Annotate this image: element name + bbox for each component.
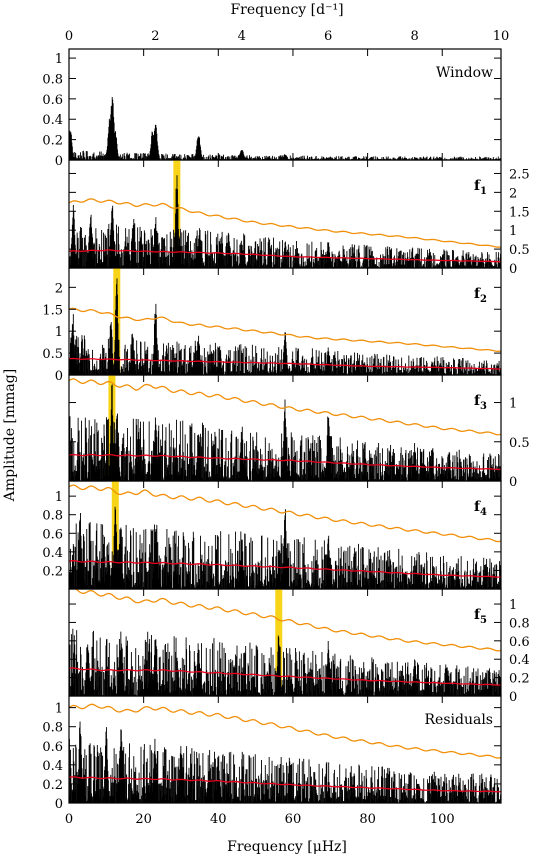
- panel-label-f3: f3: [474, 393, 487, 412]
- panel-f3: 0 0.5 1 f3: [68, 374, 530, 490]
- y-tick-label: 0.5: [42, 347, 63, 362]
- bottom-x-tick-label: 60: [285, 812, 302, 827]
- bottom-x-tick-label: 40: [210, 812, 227, 827]
- panel-label-window: Window: [436, 65, 493, 81]
- spectrum-f4: [69, 506, 501, 589]
- panels-group: 0 0.2 0.4 0.6 0.8 1 Window 0 0.5 1 1.5 2 2.5 f1 0 0.5 1 1…: [42, 29, 529, 827]
- noise-line-f1: [69, 249, 501, 263]
- y-tick-label: 0.2: [42, 134, 63, 149]
- panel-label-subscript: 5: [480, 615, 487, 626]
- noise-line-residuals: [69, 776, 501, 793]
- spectrum-f5: [69, 628, 501, 696]
- panel-label-subscript: 1: [480, 186, 487, 197]
- panel-residuals: 0 0.2 0.4 0.6 0.8 1 Residuals: [42, 695, 502, 812]
- top-x-tick-label: 6: [324, 29, 332, 44]
- bottom-x-tick-label: 80: [359, 812, 376, 827]
- y-axis-label: Amplitude [mmag]: [2, 369, 18, 502]
- y-tick-label: 0.2: [509, 672, 530, 687]
- y-tick-label: 1: [55, 325, 63, 340]
- y-tick-label: 0.8: [509, 616, 530, 631]
- y-tick-label: 0.2: [42, 778, 63, 793]
- y-tick-label: 1: [509, 397, 517, 412]
- panel-label-subscript: 3: [480, 401, 487, 412]
- y-tick-label: 0.4: [42, 113, 63, 128]
- y-tick-label: 0.5: [509, 436, 530, 451]
- top-x-tick-label: 2: [151, 29, 159, 44]
- bottom-axis-label: Frequency [μHz]: [227, 839, 347, 855]
- panel-label-f4: f4: [474, 499, 487, 518]
- y-tick-label: 2: [55, 281, 63, 296]
- threshold-line-f2: [69, 307, 501, 352]
- y-tick-label: 0: [509, 475, 517, 490]
- y-tick-label: 0.6: [42, 527, 63, 542]
- threshold-line-f1: [69, 198, 501, 248]
- panel-label-subscript: 4: [480, 507, 487, 518]
- noise-line-f5: [69, 667, 501, 686]
- panel-window-plot: [69, 97, 501, 160]
- y-tick-label: 0.4: [42, 759, 63, 774]
- y-tick-label: 1: [509, 224, 517, 239]
- panel-f1-plot: [69, 160, 501, 268]
- panel-f5: 0 0.2 0.4 0.6 0.8 1 f5: [68, 588, 530, 705]
- panel-window: 0 0.2 0.4 0.6 0.8 1 Window: [42, 48, 502, 169]
- bottom-x-tick-label: 0: [65, 812, 73, 827]
- top-x-tick-label: 8: [410, 29, 418, 44]
- noise-line-f2: [69, 357, 501, 370]
- panel-label-f2: f2: [474, 286, 487, 305]
- y-tick-label: 0: [509, 262, 517, 277]
- y-tick-label: 0.8: [42, 509, 63, 524]
- panel-label-subscript: 2: [480, 294, 487, 305]
- y-tick-label: 1: [509, 598, 517, 613]
- noise-line-f3: [69, 453, 501, 471]
- y-tick-label: 2.5: [509, 167, 530, 182]
- panel-label-f1: f1: [474, 178, 487, 197]
- threshold-line-f4: [69, 484, 501, 543]
- y-tick-label: 0.6: [42, 93, 63, 108]
- threshold-line-residuals: [69, 703, 501, 759]
- top-x-tick-label: 4: [238, 29, 246, 44]
- spectrum-f1: [69, 175, 501, 268]
- threshold-line-f5: [69, 589, 501, 652]
- y-tick-label: 0: [55, 797, 63, 812]
- top-axis-label: Frequency [d⁻¹]: [230, 2, 343, 18]
- panel-residuals-plot: [69, 703, 501, 803]
- y-tick-label: 1.5: [42, 303, 63, 318]
- panel-f2: 00.511.52 f2: [42, 267, 502, 384]
- y-tick-label: 0: [55, 154, 63, 169]
- bottom-x-tick-label: 100: [430, 812, 455, 827]
- y-tick-label: 0.2: [42, 564, 63, 579]
- y-tick-label: 1: [55, 490, 63, 505]
- threshold-line-f3: [69, 378, 501, 436]
- y-tick-label: 0.6: [42, 740, 63, 755]
- panel-f4: 0.2 0.4 0.6 0.8 1 f4: [42, 480, 502, 590]
- spectrum-f3: [69, 384, 501, 481]
- y-tick-label: 0.8: [42, 72, 63, 87]
- top-x-tick-label: 10: [493, 29, 510, 44]
- y-tick-label: 0: [509, 690, 517, 705]
- y-tick-label: 2: [509, 186, 517, 201]
- y-tick-label: 0: [55, 369, 63, 384]
- panel-f1: 0 0.5 1 1.5 2 2.5 f1: [68, 159, 530, 277]
- bottom-x-tick-label: 20: [135, 812, 152, 827]
- y-tick-label: 1: [55, 702, 63, 717]
- top-x-tick-label: 0: [65, 29, 73, 44]
- panel-label-residuals: Residuals: [425, 712, 493, 728]
- y-tick-label: 0.4: [42, 546, 63, 561]
- panel-label-f5: f5: [474, 607, 487, 626]
- y-tick-label: 0.8: [42, 721, 63, 736]
- spectrum-window: [69, 97, 501, 160]
- panel-f5-plot: [69, 589, 501, 696]
- panel-f4-plot: [69, 481, 501, 589]
- panel-f2-plot: [69, 268, 501, 375]
- panel-frame-residuals: [68, 695, 502, 804]
- y-tick-label: 1: [55, 52, 63, 67]
- y-tick-label: 0.5: [509, 243, 530, 258]
- y-tick-label: 1.5: [509, 205, 530, 220]
- y-tick-label: 0.6: [509, 635, 530, 650]
- panel-f3-plot: [69, 375, 501, 481]
- noise-line-f4: [69, 560, 501, 578]
- y-tick-label: 0.4: [509, 653, 530, 668]
